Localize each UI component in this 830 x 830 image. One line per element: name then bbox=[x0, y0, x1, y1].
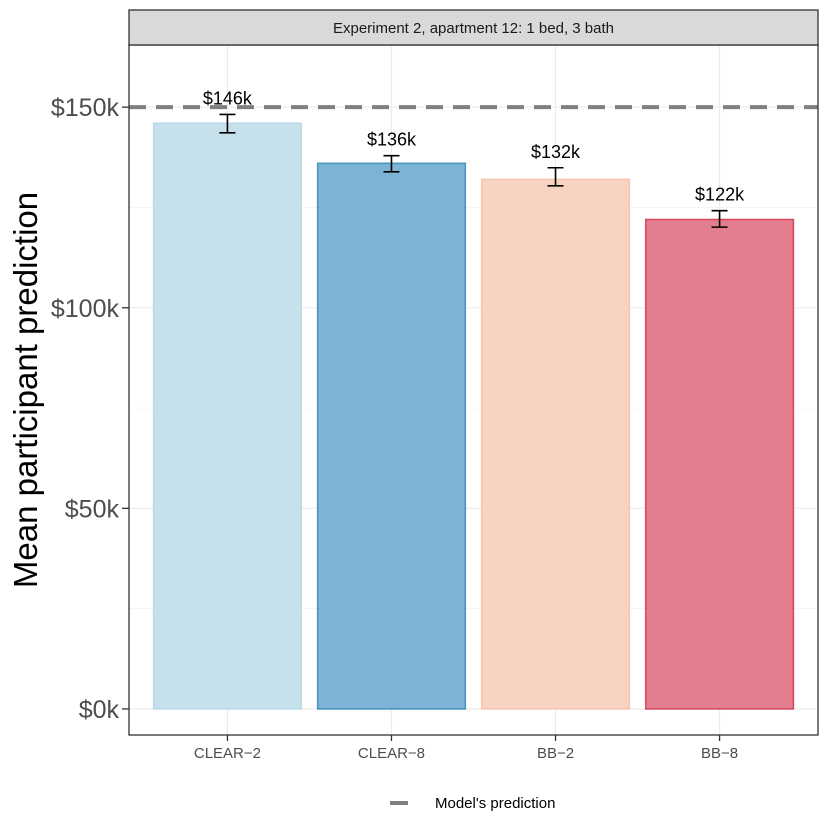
y-tick-label: $100k bbox=[51, 295, 120, 323]
y-axis-title: Mean participant prediction bbox=[7, 192, 44, 588]
facet-strip-box bbox=[128, 9, 819, 46]
bar-2 bbox=[316, 162, 467, 710]
facet-strip: Experiment 2, apartment 12: 1 bed, 3 bat… bbox=[128, 9, 819, 46]
legend: Model's prediction bbox=[390, 795, 555, 812]
bar-value-label: $136k bbox=[367, 130, 417, 150]
y-tick-label: $50k bbox=[65, 495, 120, 523]
bars bbox=[152, 122, 795, 710]
bar-value-label: $122k bbox=[695, 185, 745, 205]
x-tick-label: BB−8 bbox=[701, 745, 738, 762]
bar-4 bbox=[644, 218, 795, 710]
y-tick-label: $150k bbox=[51, 94, 120, 122]
x-axis: CLEAR−2 CLEAR−8 BB−2 BB−8 bbox=[194, 735, 738, 762]
error-bars bbox=[219, 113, 728, 228]
y-tick-label: $0k bbox=[79, 696, 120, 724]
bar-value-labels: $146k $136k $132k $122k bbox=[203, 88, 745, 204]
bar-1 bbox=[152, 122, 303, 710]
y-axis: $0k $50k $100k $150k bbox=[51, 94, 129, 724]
facet-title: Experiment 2, apartment 12: 1 bed, 3 bat… bbox=[333, 20, 614, 37]
x-tick-label: CLEAR−8 bbox=[358, 745, 425, 762]
legend-label-model-prediction: Model's prediction bbox=[435, 795, 555, 812]
bar-3 bbox=[480, 178, 631, 710]
x-tick-label: CLEAR−2 bbox=[194, 745, 261, 762]
bar-value-label: $146k bbox=[203, 88, 253, 108]
x-tick-label: BB−2 bbox=[537, 745, 574, 762]
bar-value-label: $132k bbox=[531, 142, 581, 162]
